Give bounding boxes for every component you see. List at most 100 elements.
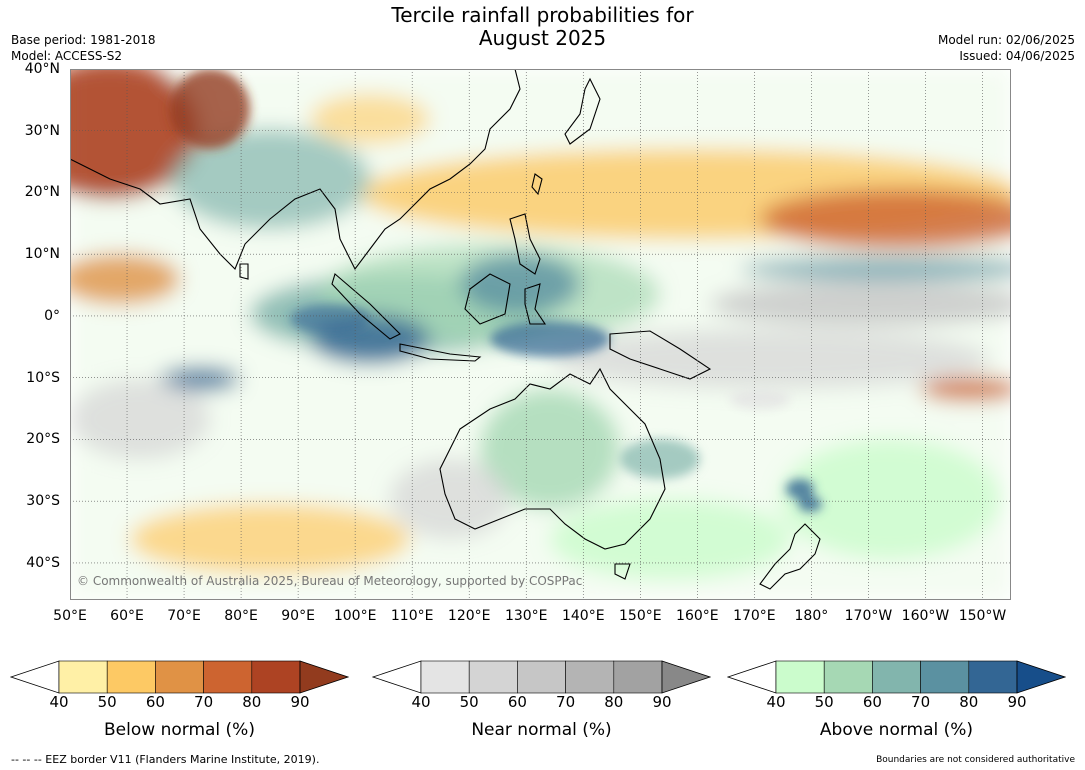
longitude-label: 130°E (504, 608, 548, 624)
colorbar-segment (420, 660, 470, 694)
colorbar-segment (775, 660, 825, 694)
colorbar-title: Near normal (%) (471, 720, 612, 740)
graticule (70, 69, 1011, 600)
colorbar-tick: 40 (766, 693, 786, 711)
longitude-label: 180° (794, 608, 829, 624)
meta-right: Model run: 02/06/2025 Issued: 04/06/2025 (938, 32, 1075, 64)
map-frame (70, 69, 1011, 600)
colorbar-tick: 80 (604, 693, 624, 711)
philippines-coastline (509, 213, 541, 275)
colorbar-segment (58, 660, 108, 694)
colorbar-segment (613, 660, 663, 694)
meta-left: Base period: 1981-2018 Model: ACCESS-S2 (11, 32, 156, 64)
sumatra-coastline (331, 273, 401, 340)
latitude-label: 40°N (24, 61, 60, 77)
colorbar-segment (468, 660, 518, 694)
colorbar-segment (565, 660, 615, 694)
taiwan-coastline (531, 173, 543, 196)
australia-coastline (439, 367, 666, 550)
longitude-label: 170°E (733, 608, 776, 624)
copyright-note: © Commonwealth of Australia 2025, Bureau… (77, 574, 583, 588)
longitude-label: 170°W (844, 608, 893, 624)
colorbar-title: Above normal (%) (819, 720, 974, 740)
colorbar-3 (727, 660, 1066, 694)
base-period: Base period: 1981-2018 (11, 33, 156, 47)
latitude-label: 10°S (26, 369, 60, 386)
latitude-label: 10°N (24, 246, 60, 263)
colorbar-low-extension (727, 660, 777, 694)
colorbar-1 (10, 660, 349, 694)
probability-detail (170, 69, 822, 512)
colorbar-high-extension (661, 660, 711, 694)
colorbar-tick: 80 (242, 693, 262, 711)
latitude-label: 30°N (24, 122, 60, 139)
latitude-label: 40°S (26, 554, 60, 571)
sri-lanka-coastline (239, 263, 249, 280)
model-run: Model run: 02/06/2025 (937, 33, 1075, 47)
latitude-label: 20°N (24, 184, 60, 201)
colorbar-high-extension (1016, 660, 1066, 694)
longitude-label: 150°W (958, 608, 1007, 624)
colorbar-2 (372, 660, 711, 694)
colorbar-title: Below normal (%) (104, 720, 255, 740)
java-coastline (399, 343, 482, 362)
colorbar-segment (251, 660, 301, 694)
colorbar-low-extension (10, 660, 60, 694)
colorbar-tick: 60 (145, 693, 165, 711)
map-canvas (70, 69, 1011, 600)
title-line-1: Tercile rainfall probabilities for (391, 3, 694, 27)
longitude-label: 150°E (619, 608, 662, 624)
longitude-label: 60°E (110, 608, 144, 624)
colorbar-tick: 40 (411, 693, 431, 711)
colorbar-tick: 50 (459, 693, 479, 711)
colorbar-high-extension (299, 660, 349, 694)
colorbar-segment (106, 660, 156, 694)
coastlines (70, 69, 821, 590)
new-zealand-coastline (759, 523, 821, 590)
colorbar-low-extension (372, 660, 422, 694)
colorbar-segment (968, 660, 1018, 694)
colorbar-tick: 60 (507, 693, 527, 711)
model-name: Model: ACCESS-S2 (11, 49, 123, 63)
colorbar-tick: 50 (97, 693, 117, 711)
asia-coastline (70, 69, 521, 271)
colorbar-segment (920, 660, 970, 694)
colorbar-tick: 70 (556, 693, 576, 711)
colorbar-tick: 70 (194, 693, 214, 711)
colorbar-segment (872, 660, 921, 694)
colorbar-tick: 40 (49, 693, 69, 711)
colorbar-segment (517, 660, 566, 694)
colorbar-segment (155, 660, 204, 694)
longitude-label: 70°E (167, 608, 201, 624)
colorbar-segment (823, 660, 873, 694)
eez-legend-note: -- -- -- EEZ border V11 (Flanders Marine… (11, 753, 320, 766)
longitude-label: 110°E (390, 608, 434, 624)
longitude-label: 160°E (676, 608, 719, 624)
longitude-label: 140°E (561, 608, 605, 624)
colorbar-tick: 90 (290, 693, 310, 711)
longitude-label: 120°E (447, 608, 491, 624)
colorbar-tick: 50 (814, 693, 834, 711)
issued-date: Issued: 04/06/2025 (959, 49, 1075, 63)
colorbar-tick: 80 (959, 693, 979, 711)
longitude-label: 160°W (901, 608, 950, 624)
longitude-label: 90°E (281, 608, 315, 624)
tasmania-coastline (614, 563, 631, 580)
sulawesi-coastline (524, 283, 547, 325)
longitude-label: 100°E (333, 608, 377, 624)
title-line-2: August 2025 (478, 26, 607, 50)
map-title: Tercile rainfall probabilities for Augus… (0, 4, 1085, 50)
colorbar-tick: 90 (652, 693, 672, 711)
boundary-disclaimer: Boundaries are not considered authoritat… (876, 755, 1075, 765)
borneo-coastline (464, 273, 511, 325)
new-guinea-coastline (609, 330, 712, 380)
latitude-label: 20°S (26, 431, 60, 448)
colorbar-tick: 60 (862, 693, 882, 711)
longitude-label: 80°E (224, 608, 258, 624)
colorbar-tick: 70 (911, 693, 931, 711)
japan-coastline (564, 77, 601, 145)
colorbar-segment (203, 660, 253, 694)
latitude-label: 0° (44, 307, 60, 324)
longitude-label: 50°E (53, 608, 87, 624)
colorbar-tick: 90 (1007, 693, 1027, 711)
